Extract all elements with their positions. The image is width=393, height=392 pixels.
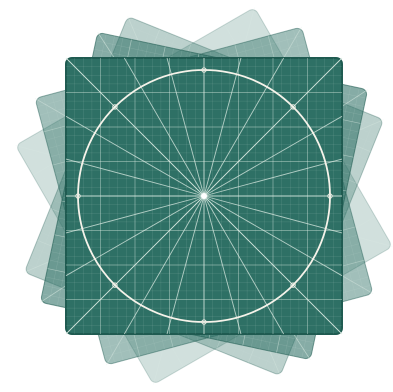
radial-line — [203, 57, 285, 197]
center-point — [201, 193, 207, 199]
protractor-circle — [77, 69, 331, 323]
radial-line — [65, 158, 205, 197]
radial-line — [203, 57, 242, 197]
front-cutting-mat — [65, 57, 343, 335]
circle-marker — [290, 104, 296, 110]
circle-marker — [327, 193, 333, 199]
circle-marker — [75, 193, 81, 199]
radial-line — [203, 115, 343, 197]
radial-line — [65, 195, 205, 335]
radial-line — [65, 115, 205, 197]
radial-line — [203, 195, 343, 234]
radial-line — [203, 158, 343, 197]
radial-line — [203, 195, 343, 277]
radial-line — [65, 57, 205, 197]
radial-line — [123, 57, 205, 197]
circle-marker — [201, 67, 207, 73]
circle-marker — [290, 282, 296, 288]
radial-line — [166, 57, 205, 197]
radial-line — [203, 195, 285, 335]
radial-line — [203, 195, 343, 335]
circle-marker — [112, 104, 118, 110]
circle-marker — [201, 319, 207, 325]
circle-marker — [112, 282, 118, 288]
radial-line — [203, 57, 343, 197]
radial-line — [65, 195, 205, 277]
radial-line — [203, 195, 242, 335]
radial-line — [65, 195, 205, 234]
radial-line — [166, 195, 205, 335]
radial-line — [123, 195, 205, 335]
